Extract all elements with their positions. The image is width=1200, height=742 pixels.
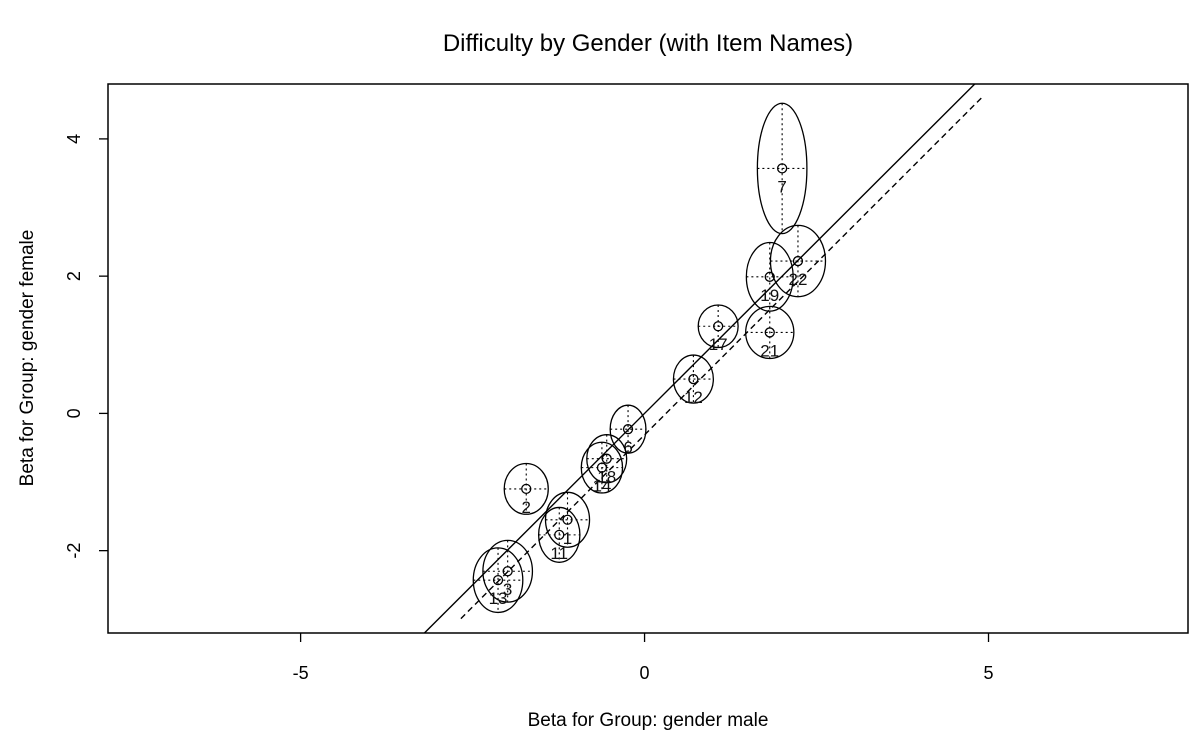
item-17: 17 bbox=[697, 304, 739, 354]
point-label: 3 bbox=[503, 580, 512, 599]
point-label: 12 bbox=[684, 388, 703, 407]
point-marker bbox=[792, 255, 804, 267]
point-label: 14 bbox=[592, 477, 611, 496]
point-marker bbox=[776, 163, 788, 174]
point-marker bbox=[764, 327, 775, 338]
point-marker bbox=[764, 271, 775, 282]
point-label: 1 bbox=[563, 529, 572, 548]
point-marker bbox=[521, 483, 532, 495]
point-label: 6 bbox=[623, 438, 632, 457]
point-label: 7 bbox=[777, 177, 786, 196]
x-axis: -5 0 5 bbox=[293, 633, 994, 683]
point-label: 19 bbox=[760, 286, 779, 305]
point-label: 11 bbox=[550, 544, 568, 563]
point-label: 2 bbox=[522, 498, 531, 517]
item-2: 2 bbox=[503, 462, 549, 517]
item-21: 21 bbox=[745, 305, 795, 360]
item-1: 1 bbox=[544, 491, 591, 548]
y-tick-label: 2 bbox=[64, 271, 84, 281]
y-axis-label: Beta for Group: gender female bbox=[17, 230, 38, 487]
x-tick-label: 5 bbox=[984, 663, 994, 683]
y-tick-label: -2 bbox=[64, 543, 84, 559]
y-axis: -2 0 2 4 bbox=[64, 134, 108, 559]
point-label: 22 bbox=[789, 270, 808, 289]
chart-title: Difficulty by Gender (with Item Names) bbox=[443, 30, 853, 57]
item-19: 19 bbox=[745, 241, 794, 312]
point-marker bbox=[492, 575, 504, 586]
point-marker bbox=[688, 373, 699, 385]
item-11: 11 bbox=[537, 506, 581, 563]
x-tick-label: -5 bbox=[293, 663, 309, 683]
y-tick-label: 4 bbox=[64, 134, 84, 144]
plot-frame bbox=[107, 83, 1189, 634]
item-14: 14 bbox=[580, 441, 624, 496]
point-marker bbox=[713, 321, 724, 332]
point-label: 17 bbox=[709, 335, 728, 354]
point-marker bbox=[554, 529, 565, 541]
item-13: 13 bbox=[472, 547, 524, 614]
point-marker bbox=[562, 514, 573, 525]
item-12: 12 bbox=[672, 354, 715, 407]
x-tick-label: 0 bbox=[640, 663, 650, 683]
point-label: 13 bbox=[489, 589, 508, 608]
point-marker bbox=[502, 566, 513, 577]
item-7: 7 bbox=[756, 102, 808, 235]
point-label: 21 bbox=[760, 341, 779, 360]
point-marker bbox=[622, 424, 634, 435]
y-tick-label: 0 bbox=[64, 408, 84, 418]
point-marker bbox=[596, 462, 608, 473]
item-6: 6 bbox=[609, 404, 647, 457]
x-axis-label: Beta for Group: gender male bbox=[528, 710, 769, 731]
